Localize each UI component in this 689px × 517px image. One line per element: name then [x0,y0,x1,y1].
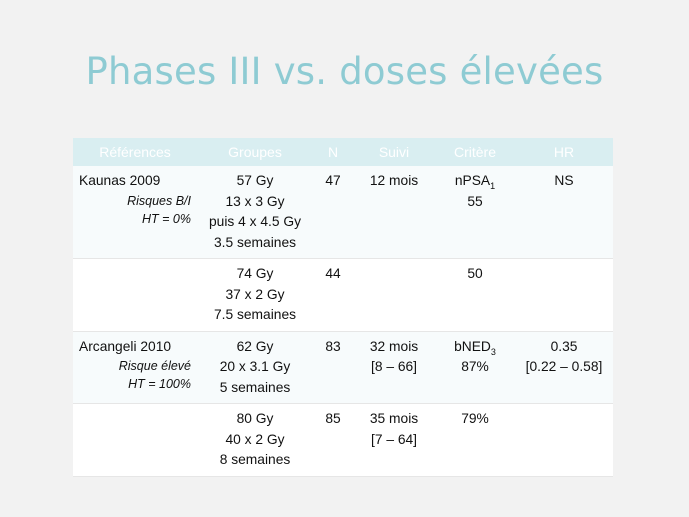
groupes-line: 3.5 semaines [213,234,297,250]
hr-line: NS [554,173,574,188]
cell-critere: 79% [435,403,515,477]
suivi-line: [7 – 64] [370,431,418,447]
suivi-line: 12 mois [369,173,419,188]
cell-reference: Arcangeli 2010 Risque élevé HT = 100% [73,331,197,404]
critere-value: 79% [441,409,509,430]
cell-reference [73,403,197,477]
cell-critere: bNED3 87% [435,331,515,404]
cell-hr [515,258,613,332]
cell-n: 44 [313,258,353,332]
cell-n: 83 [313,331,353,404]
cell-reference [73,258,197,332]
groupes-line: puis 4 x 4.5 Gy [208,214,302,229]
suivi-line: 35 mois [369,411,419,426]
cell-hr: 0.35 [0.22 – 0.58] [515,331,613,404]
critere-main: 50 [467,266,483,281]
cell-critere: 50 [435,258,515,332]
column-header-suivi: Suivi [353,138,435,166]
reference-note: HT = 0% [142,211,191,226]
reference-name: Kaunas 2009 [79,173,161,188]
groupes-line: 13 x 3 Gy [225,193,285,209]
reference-note: Risque élevé [118,359,191,373]
cell-groupes: 80 Gy 40 x 2 Gy 8 semaines [197,403,313,477]
slide-title: Phases III vs. doses élevées [85,50,604,93]
reference-name: Arcangeli 2010 [79,338,172,354]
cell-suivi: 12 mois [353,166,435,259]
groupes-line: 80 Gy [236,411,274,426]
table-row: Arcangeli 2010 Risque élevé HT = 100% 62 Gy… [73,331,613,404]
cell-suivi: 35 mois [7 – 64] [353,403,435,477]
critere-subscript: 3 [490,346,496,357]
critere-subscript: 1 [490,180,496,191]
cell-groupes: 62 Gy 20 x 3.1 Gy 5 semaines [197,331,313,404]
column-header-hr: HR [515,138,613,166]
reference-note: Risques B/I [127,193,191,208]
cell-suivi [353,258,435,332]
cell-reference: Kaunas 2009 Risques B/I HT = 0% [73,166,197,259]
groupes-line: 62 Gy [236,338,274,354]
table-row: 80 Gy 40 x 2 Gy 8 semaines 85 35 mois [7 – 64… [73,403,613,477]
hr-line: 0.35 [550,338,578,354]
hr-line: [0.22 – 0.58] [525,359,603,374]
critere-value: 50 [441,264,509,285]
cell-critere: nPSA1 55 [435,166,515,259]
results-table: Références Groupes N Suivi Critère HR Ka… [73,138,613,477]
groupes-line: 37 x 2 Gy [225,286,285,302]
groupes-line: 5 semaines [219,379,291,395]
cell-hr [515,403,613,477]
cell-n: 47 [313,166,353,259]
critere-main: 79% [461,411,489,426]
reference-note: HT = 100% [128,377,191,391]
cell-groupes: 74 Gy 37 x 2 Gy 7.5 semaines [197,258,313,332]
groupes-line: 74 Gy [236,266,274,281]
cell-n: 85 [313,403,353,477]
groupes-line: 8 semaines [219,452,291,467]
critere-result: 87% [461,359,489,374]
groupes-line: 7.5 semaines [213,307,297,322]
column-header-critere: Critère [435,138,515,166]
critere-result: 55 [467,193,483,209]
cell-groupes: 57 Gy 13 x 3 Gy puis 4 x 4.5 Gy 3.5 semaine… [197,166,313,259]
table-row: Kaunas 2009 Risques B/I HT = 0% 57 Gy 13 x 3… [73,166,613,259]
column-header-n: N [313,138,353,166]
groupes-line: 20 x 3.1 Gy [219,359,291,374]
suivi-line: 32 mois [369,338,419,354]
groupes-line: 40 x 2 Gy [225,431,285,447]
column-header-references: Références [73,138,197,166]
critere-main: bNED [454,338,491,354]
critere-value: nPSA1 [441,171,509,192]
critere-main: nPSA [454,173,491,188]
column-header-groupes: Groupes [197,138,313,166]
table-header-row: Références Groupes N Suivi Critère HR [73,138,613,166]
cell-hr: NS [515,166,613,259]
critere-value: bNED3 [441,337,509,358]
cell-suivi: 32 mois [8 – 66] [353,331,435,404]
groupes-line: 57 Gy [236,173,274,188]
suivi-line: [8 – 66] [370,359,418,374]
table-row: 74 Gy 37 x 2 Gy 7.5 semaines 44 50 [73,258,613,332]
